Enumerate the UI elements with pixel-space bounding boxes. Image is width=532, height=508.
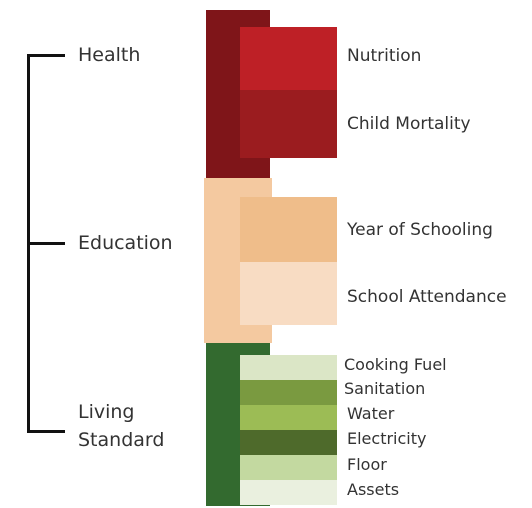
indicator-block xyxy=(240,197,337,262)
indicator-label: Electricity xyxy=(347,429,427,448)
indicator-block xyxy=(240,405,337,430)
indicator-label: Year of Schooling xyxy=(347,220,493,240)
indicator-block xyxy=(240,90,337,158)
indicator-label: Cooking Fuel xyxy=(344,355,447,374)
indicator-label: Floor xyxy=(347,455,387,474)
indicator-label: Nutrition xyxy=(347,46,422,66)
indicator-block xyxy=(240,27,337,90)
indicator-block xyxy=(240,355,337,380)
indicator-label: Sanitation xyxy=(344,379,426,398)
indicator-block xyxy=(240,430,337,455)
bracket-tick xyxy=(27,54,65,57)
indicator-label: Assets xyxy=(347,480,400,499)
dimension-label: Health xyxy=(78,44,141,66)
indicator-block xyxy=(240,480,337,505)
bracket-tick xyxy=(27,430,65,433)
bracket-tick xyxy=(27,242,65,245)
indicator-block xyxy=(240,380,337,405)
dimension-label: Living Standard xyxy=(78,401,165,451)
dimension-label: Education xyxy=(78,232,173,254)
indicator-block xyxy=(240,262,337,325)
indicator-label: School Attendance xyxy=(347,287,507,307)
indicator-block xyxy=(240,455,337,480)
indicator-label: Child Mortality xyxy=(347,114,471,134)
indicator-label: Water xyxy=(347,404,395,423)
